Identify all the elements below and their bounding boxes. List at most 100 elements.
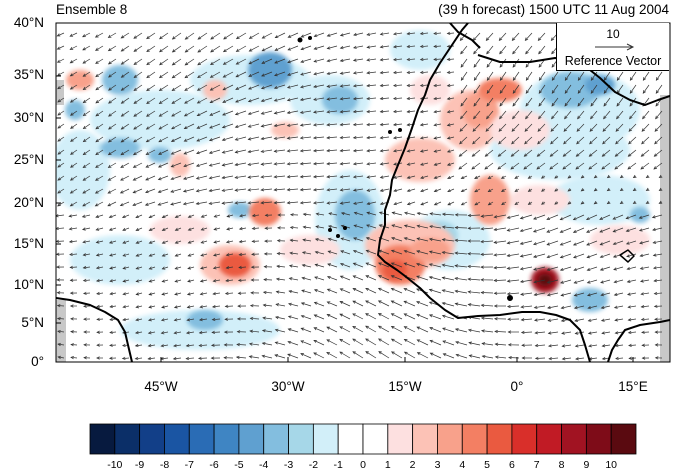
- wind-vector: [161, 305, 169, 308]
- wind-vector: [561, 305, 572, 309]
- wind-vector-head: [441, 250, 446, 255]
- wind-vector-head: [403, 288, 408, 292]
- wind-vector: [223, 32, 234, 40]
- wind-vector: [326, 352, 338, 359]
- wind-vector-head: [521, 356, 526, 360]
- wind-vector: [300, 58, 312, 63]
- wind-vector: [420, 58, 429, 61]
- wind-vector-head: [352, 175, 357, 179]
- wind-vector: [380, 32, 390, 35]
- wind-vector-head: [95, 177, 99, 181]
- wind-vector-head: [147, 344, 152, 348]
- wind-vector-head: [171, 87, 176, 92]
- wind-vector-head: [187, 214, 192, 218]
- wind-vector-head: [520, 318, 525, 322]
- wind-vector-head: [132, 164, 137, 168]
- wind-vector-head: [313, 84, 317, 89]
- wind-vector-head: [68, 240, 73, 244]
- wind-vector: [456, 354, 468, 359]
- wind-vector-head: [379, 71, 384, 75]
- wind-vector-head: [326, 326, 330, 330]
- wind-vector: [549, 357, 559, 360]
- wind-vector-head: [326, 123, 331, 127]
- wind-vector-head: [287, 47, 292, 51]
- wind-vector: [366, 123, 377, 126]
- wind-vector-head: [223, 343, 228, 347]
- wind-vector: [561, 331, 572, 334]
- wind-vector-head: [171, 62, 176, 66]
- wind-vector-head: [109, 266, 113, 270]
- wind-vector: [367, 201, 377, 205]
- wind-vector: [520, 227, 533, 232]
- wind-vector-head: [148, 305, 152, 309]
- wind-vector: [447, 149, 455, 153]
- wind-vector: [575, 357, 585, 360]
- wind-vector-head: [273, 85, 278, 89]
- wind-vector-head: [498, 128, 503, 132]
- wind-vector-head: [211, 343, 215, 347]
- wind-vector: [404, 326, 416, 333]
- wind-vector-head: [576, 128, 581, 132]
- wind-vector: [261, 71, 273, 77]
- wind-vector-head: [501, 201, 505, 206]
- wind-vector-head: [183, 113, 188, 117]
- wind-vector-head: [95, 227, 100, 231]
- wind-vector: [353, 123, 364, 126]
- wind-vector: [162, 214, 169, 218]
- wind-vector: [417, 339, 429, 346]
- wind-vector-head: [446, 31, 451, 35]
- wind-vector-head: [523, 153, 528, 157]
- wind-vector: [108, 71, 117, 78]
- wind-vector: [366, 149, 377, 152]
- wind-vector: [482, 343, 494, 346]
- wind-vector-head: [133, 61, 138, 65]
- wind-vector-head: [159, 49, 163, 53]
- wind-vector: [499, 32, 507, 41]
- wind-vector: [442, 213, 455, 216]
- wind-vector-head: [273, 98, 278, 102]
- wind-vector-head: [148, 240, 153, 244]
- wind-vector-head: [313, 301, 318, 305]
- ytick-label-35n: 35°N: [13, 67, 44, 82]
- anomaly-blob: [66, 70, 94, 90]
- wind-vector-head: [508, 355, 512, 360]
- wind-vector: [327, 288, 338, 294]
- wind-vector: [133, 32, 143, 39]
- wind-vector-head: [612, 216, 617, 220]
- wind-vector-head: [147, 356, 152, 361]
- wind-vector-head: [467, 328, 472, 332]
- colorbar-tick-label: -1: [333, 459, 343, 471]
- wind-vector: [588, 344, 598, 347]
- wind-vector: [209, 188, 221, 192]
- wind-vector-head: [441, 238, 446, 242]
- wind-vector: [416, 250, 429, 255]
- wind-vector-head: [209, 112, 214, 116]
- colorbar-swatch: [263, 423, 289, 455]
- colorbar-tick-label: -9: [134, 459, 145, 471]
- wind-vector: [352, 326, 364, 333]
- wind-vector-head: [248, 355, 253, 359]
- wind-vector: [460, 84, 468, 94]
- wind-vector: [574, 318, 585, 322]
- wind-vector: [188, 253, 195, 257]
- wind-vector-head: [433, 175, 438, 179]
- wind-vector: [434, 149, 442, 153]
- wind-vector-head: [546, 267, 551, 271]
- wind-vector-head: [521, 343, 525, 347]
- wind-vector: [366, 237, 377, 242]
- wind-vector: [287, 136, 299, 139]
- wind-vector-head: [261, 73, 265, 77]
- wind-vector-head: [612, 229, 617, 233]
- wind-vector: [173, 344, 182, 347]
- wind-vector-head: [391, 211, 396, 215]
- wind-vector: [287, 201, 299, 204]
- wind-vector-head: [82, 177, 87, 181]
- wind-vector: [248, 175, 260, 178]
- wind-vector-head: [554, 188, 558, 192]
- wind-vector-head: [577, 102, 581, 107]
- wind-vector-head: [658, 200, 663, 204]
- colorbar-swatch: [139, 423, 165, 455]
- wind-vector-head: [314, 263, 319, 267]
- wind-vector: [525, 84, 533, 94]
- wind-vector: [327, 71, 338, 75]
